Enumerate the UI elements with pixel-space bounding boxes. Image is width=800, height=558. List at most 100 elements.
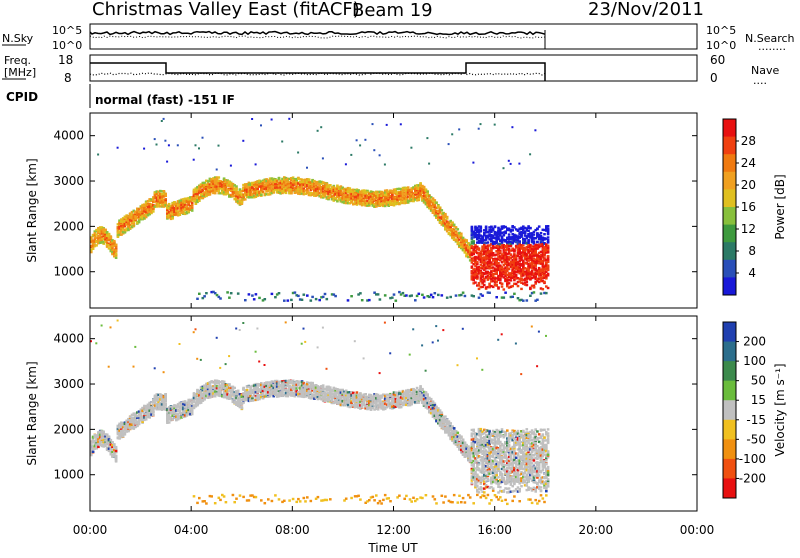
scatter-cell bbox=[510, 279, 513, 281]
noise-cell bbox=[529, 153, 531, 155]
scatter-cell bbox=[474, 281, 477, 283]
near-range-cell bbox=[398, 291, 401, 293]
nave-tick-top: 60 bbox=[710, 53, 725, 67]
scatter-cell bbox=[244, 198, 247, 200]
near-range-cell bbox=[495, 296, 498, 298]
nsearch-trace bbox=[90, 36, 545, 38]
cpid-mode: normal (fast) -151 IF bbox=[95, 93, 235, 107]
noise-cell bbox=[448, 143, 450, 145]
noise-cell bbox=[216, 169, 218, 171]
near-range-cell bbox=[334, 295, 337, 297]
scatter-cell bbox=[540, 232, 543, 234]
noise-cell bbox=[218, 145, 220, 147]
cpid-label: CPID bbox=[6, 90, 38, 104]
noise-cell bbox=[288, 118, 290, 120]
freq-trace bbox=[90, 63, 545, 81]
scatter-cell bbox=[446, 217, 449, 219]
scatter-cell bbox=[520, 234, 523, 236]
near-range-cell bbox=[198, 293, 201, 295]
noise-cell bbox=[345, 163, 347, 165]
scatter-cell bbox=[435, 202, 438, 204]
scatter-cell bbox=[497, 287, 500, 289]
noise-cell bbox=[350, 154, 352, 156]
scatter-cell bbox=[476, 276, 479, 278]
near-range-cell bbox=[423, 296, 426, 298]
noise-cell bbox=[534, 129, 536, 131]
near-range-cell bbox=[405, 294, 408, 296]
noise-cell bbox=[97, 154, 99, 156]
noise-cell bbox=[320, 126, 322, 128]
near-range-cell bbox=[226, 291, 229, 293]
near-range-cell bbox=[441, 294, 444, 296]
scatter-cell bbox=[214, 192, 217, 194]
scatter-cell bbox=[533, 233, 536, 235]
near-range-cell bbox=[410, 294, 413, 296]
near-range-cell bbox=[393, 293, 396, 295]
near-range-cell bbox=[258, 297, 261, 299]
near-range-cell bbox=[464, 295, 467, 297]
scatter-cell bbox=[218, 190, 221, 192]
scatter-cell bbox=[527, 230, 530, 232]
scatter-cell bbox=[163, 190, 166, 192]
near-range-cell bbox=[421, 294, 424, 296]
scatter-cell bbox=[527, 242, 530, 244]
near-range-cell bbox=[324, 293, 327, 295]
near-range-cell bbox=[462, 292, 465, 294]
noise-cell bbox=[372, 123, 374, 125]
scatter-cell bbox=[441, 209, 444, 211]
near-range-cell bbox=[503, 296, 506, 298]
near-range-cell bbox=[377, 293, 380, 295]
noise-cell bbox=[230, 165, 232, 167]
freq-panel bbox=[90, 55, 697, 81]
noise-cell bbox=[154, 138, 156, 140]
noise-cell bbox=[510, 163, 512, 165]
scatter-cell bbox=[426, 190, 429, 192]
scatter-cell bbox=[471, 266, 474, 268]
scatter-cell bbox=[536, 228, 539, 230]
near-range-cell bbox=[350, 295, 353, 297]
noise-cell bbox=[195, 144, 197, 146]
near-range-cell bbox=[271, 293, 274, 295]
scatter-cell bbox=[511, 229, 514, 231]
scatter-cell bbox=[460, 233, 463, 235]
near-range-cell bbox=[379, 298, 382, 300]
near-range-cell bbox=[237, 292, 240, 294]
near-range-cell bbox=[244, 299, 247, 301]
noise-cell bbox=[356, 139, 358, 141]
noise-cell bbox=[202, 137, 204, 139]
scatter-cell bbox=[152, 210, 155, 212]
scatter-cell bbox=[526, 284, 529, 286]
near-range-cell bbox=[278, 292, 281, 294]
scatter-cell bbox=[260, 194, 263, 196]
near-range-cell bbox=[287, 299, 290, 301]
noise-cell bbox=[451, 133, 453, 135]
near-range-cell bbox=[303, 294, 306, 296]
near-range-cell bbox=[205, 292, 208, 294]
scatter-cell bbox=[115, 244, 118, 246]
scatter-cell bbox=[490, 249, 493, 251]
near-range-cell bbox=[449, 296, 452, 298]
noise-cell bbox=[480, 123, 482, 125]
near-range-cell bbox=[536, 299, 539, 301]
scatter-cell bbox=[115, 246, 118, 248]
freq-unit-label: [MHz] bbox=[4, 66, 36, 79]
scatter-cell bbox=[488, 283, 491, 285]
near-range-cell bbox=[460, 294, 463, 296]
scatter-cell bbox=[117, 236, 120, 238]
scatter-cell bbox=[480, 229, 483, 231]
noise-cell bbox=[379, 154, 381, 156]
near-range-cell bbox=[203, 295, 206, 297]
scatter-cell bbox=[495, 273, 498, 275]
scatter-cell bbox=[508, 282, 511, 284]
noise-cell bbox=[400, 123, 402, 125]
near-range-cell bbox=[326, 298, 329, 300]
near-range-cell bbox=[290, 299, 293, 301]
nsearch-tick-top: 10^5 bbox=[706, 24, 736, 37]
noise-cell bbox=[242, 140, 244, 142]
noise-cell bbox=[359, 144, 361, 146]
scatter-cell bbox=[515, 274, 518, 276]
near-range-cell bbox=[481, 295, 484, 297]
near-range-cell bbox=[219, 297, 222, 299]
noise-cell bbox=[373, 149, 375, 151]
